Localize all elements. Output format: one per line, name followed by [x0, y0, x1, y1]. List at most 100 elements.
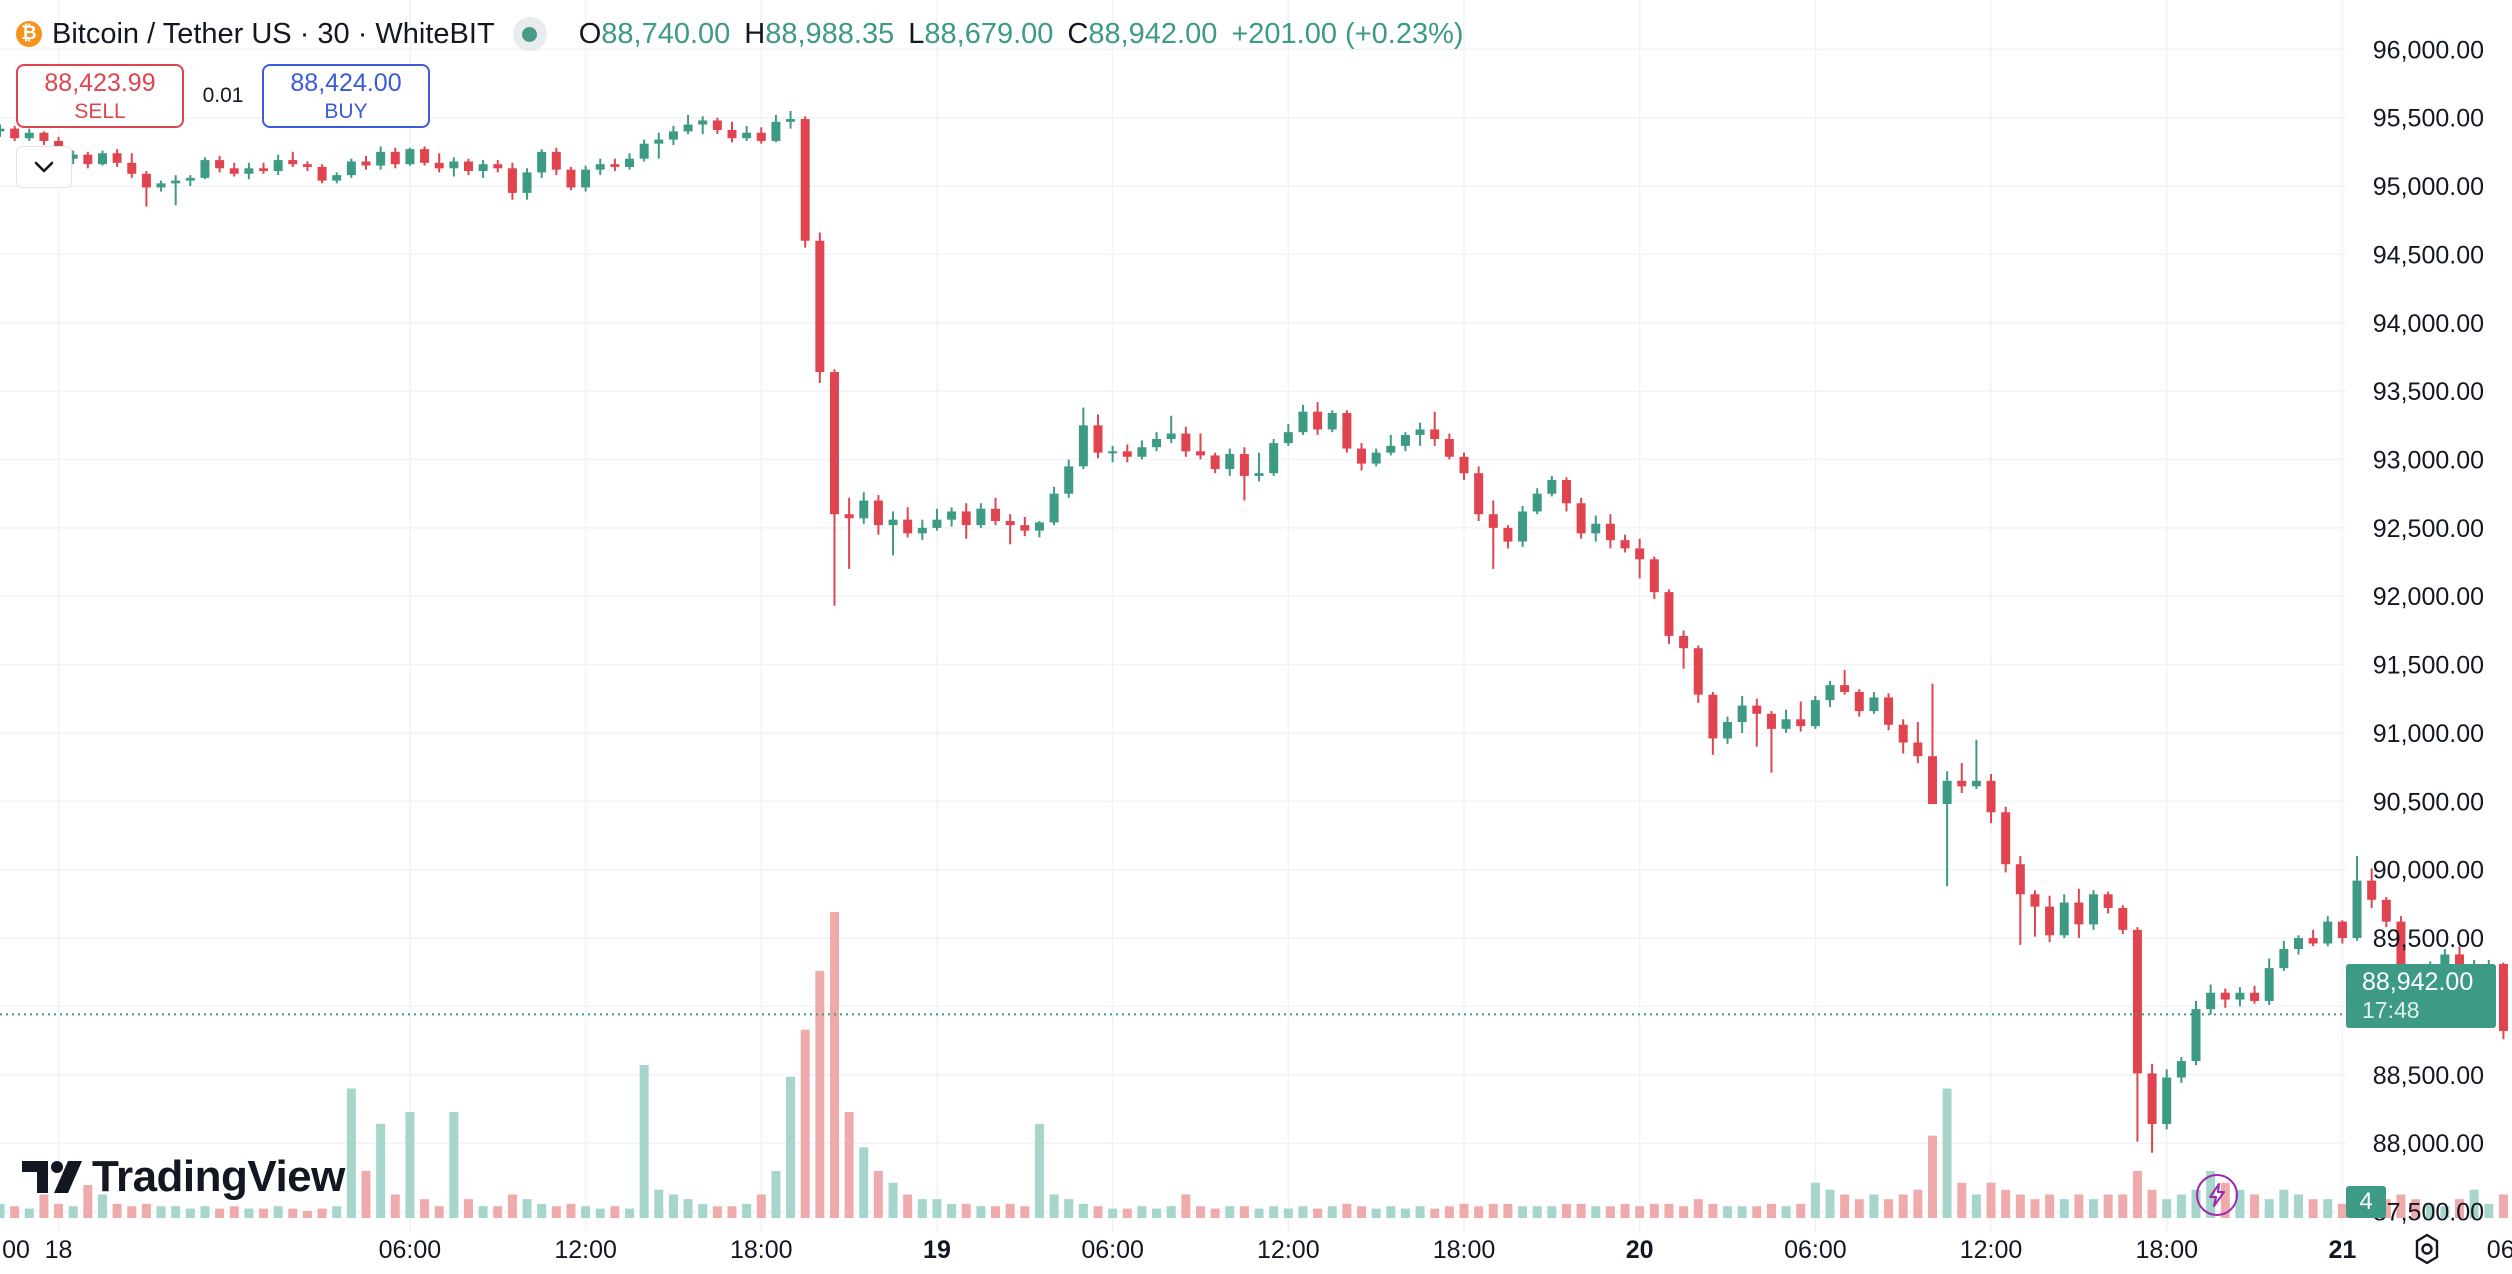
volume-bar — [1942, 1088, 1952, 1218]
candle-body — [859, 500, 869, 519]
volume-bar — [1781, 1206, 1791, 1218]
volume-bar — [1664, 1203, 1674, 1218]
candle-body — [2264, 968, 2274, 1001]
candle-body — [639, 143, 649, 159]
volume-bar — [346, 1088, 356, 1218]
y-tick-label: 96,000.00 — [2373, 36, 2484, 64]
volume-bar — [1166, 1206, 1176, 1218]
volume-bar — [2103, 1194, 2113, 1218]
volume-bars — [0, 912, 2508, 1218]
volume-bar — [1488, 1203, 1498, 1218]
price-axis[interactable]: 96,000.00 95,500.00 95,000.00 94,500.00 94,0… — [2373, 36, 2484, 1226]
volume-bar — [2030, 1199, 2040, 1218]
close-value: 88,942.00 — [1088, 17, 1218, 50]
candle-body — [1898, 724, 1908, 743]
price-change: +201.00 (+0.23%) — [1231, 17, 1464, 50]
volume-bar — [639, 1065, 649, 1218]
x-tick-label: 12:00 — [1257, 1236, 1320, 1264]
candle-body — [2176, 1061, 2186, 1078]
symbol-title[interactable]: Bitcoin / Tether US · 30 · WhiteBIT — [52, 17, 495, 50]
volume-bar — [1093, 1206, 1103, 1218]
candle-body — [244, 168, 254, 174]
buy-button[interactable]: 88,424.00 BUY — [262, 64, 430, 128]
lightning-icon[interactable] — [2196, 1174, 2238, 1216]
candle-body — [1971, 780, 1981, 787]
candle-body — [2206, 992, 2216, 1010]
time-axis[interactable]: 00 18 06:00 12:00 18:00 19 06:00 12:00 18:00 20 06… — [2, 1236, 2512, 1264]
volume-bar — [1649, 1203, 1659, 1218]
candle-body — [1400, 434, 1410, 446]
candle-body — [1371, 452, 1381, 464]
candle-body — [1225, 454, 1235, 470]
volume-bar — [991, 1206, 1001, 1218]
volume-bar — [888, 1182, 898, 1218]
volume-bar — [1576, 1203, 1586, 1218]
volume-bar — [1708, 1203, 1718, 1218]
volume-bar — [317, 1208, 327, 1218]
candle-body — [1752, 705, 1762, 714]
volume-bar — [2279, 1189, 2289, 1218]
x-tick-label: 06:00 — [1081, 1236, 1144, 1264]
candle-body — [1796, 719, 1806, 727]
collapse-legend-button[interactable] — [16, 146, 72, 188]
candle-body — [683, 124, 693, 132]
volume-bar — [1752, 1206, 1762, 1218]
gear-icon[interactable] — [2410, 1232, 2444, 1266]
candle-body — [2074, 902, 2084, 925]
volume-bar — [1620, 1203, 1630, 1218]
sell-button[interactable]: 88,423.99 SELL — [16, 64, 184, 128]
volume-bar — [420, 1199, 430, 1218]
candle-body — [141, 173, 151, 188]
volume-bar — [859, 1147, 869, 1218]
volume-bar — [449, 1112, 459, 1218]
volume-bar — [493, 1206, 503, 1218]
volume-bar — [2235, 1189, 2245, 1218]
volume-bar — [259, 1208, 269, 1218]
volume-bar — [1679, 1206, 1689, 1218]
volume-bar — [1825, 1189, 1835, 1218]
candle-body — [873, 500, 883, 526]
candle-body — [1986, 780, 1996, 813]
tradingview-logo-icon — [22, 1161, 82, 1193]
candle-body — [317, 166, 327, 181]
candle-body — [844, 514, 854, 519]
candle-body — [1210, 455, 1220, 470]
candle-body — [493, 164, 503, 169]
volume-bar — [581, 1206, 591, 1218]
volume-bar — [2162, 1199, 2172, 1218]
candle-body — [551, 151, 561, 170]
volume-bar — [1020, 1206, 1030, 1218]
candle-body — [829, 372, 839, 515]
volume-bar — [1986, 1182, 1996, 1218]
y-tick-label: 89,500.00 — [2373, 925, 2484, 953]
candle-body — [39, 132, 49, 141]
candle-body — [742, 132, 752, 139]
candle-body — [1488, 514, 1498, 528]
volume-bar — [1064, 1199, 1074, 1218]
volume-bar — [1796, 1203, 1806, 1218]
tradingview-logo[interactable]: TradingView — [22, 1152, 345, 1202]
volume-bar — [1327, 1206, 1337, 1218]
candle-body — [1181, 433, 1191, 452]
candle-body — [1781, 719, 1791, 729]
open-value: 88,740.00 — [601, 17, 731, 50]
volume-bar — [1342, 1203, 1352, 1218]
volume-bar — [1122, 1208, 1132, 1218]
candle-body — [1503, 527, 1513, 542]
volume-bar — [434, 1206, 444, 1218]
volume-bar — [917, 1199, 927, 1218]
candle-body — [1327, 413, 1337, 430]
candle-body — [1064, 466, 1074, 494]
candle-body — [259, 168, 269, 172]
candle-body — [1342, 413, 1352, 449]
candle-body — [390, 151, 400, 165]
volume-bar — [1884, 1199, 1894, 1218]
candle-body — [727, 130, 737, 139]
candle-body — [2367, 880, 2377, 900]
candle-body — [1518, 511, 1528, 542]
volume-bar — [2132, 1170, 2142, 1218]
candle-body — [1034, 522, 1044, 531]
candle-body — [610, 164, 620, 167]
market-status-indicator[interactable] — [512, 17, 547, 51]
